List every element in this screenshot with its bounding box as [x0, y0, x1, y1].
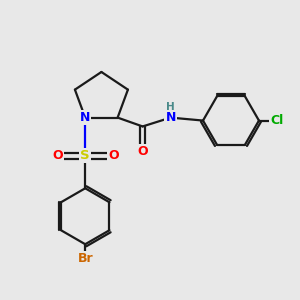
Text: H: H	[166, 102, 175, 112]
Text: N: N	[80, 111, 90, 124]
Text: Cl: Cl	[270, 114, 283, 127]
Text: Br: Br	[77, 252, 93, 266]
Text: N: N	[165, 111, 176, 124]
Text: S: S	[80, 149, 90, 162]
Text: O: O	[52, 149, 63, 162]
Text: O: O	[108, 149, 119, 162]
Text: O: O	[137, 145, 148, 158]
